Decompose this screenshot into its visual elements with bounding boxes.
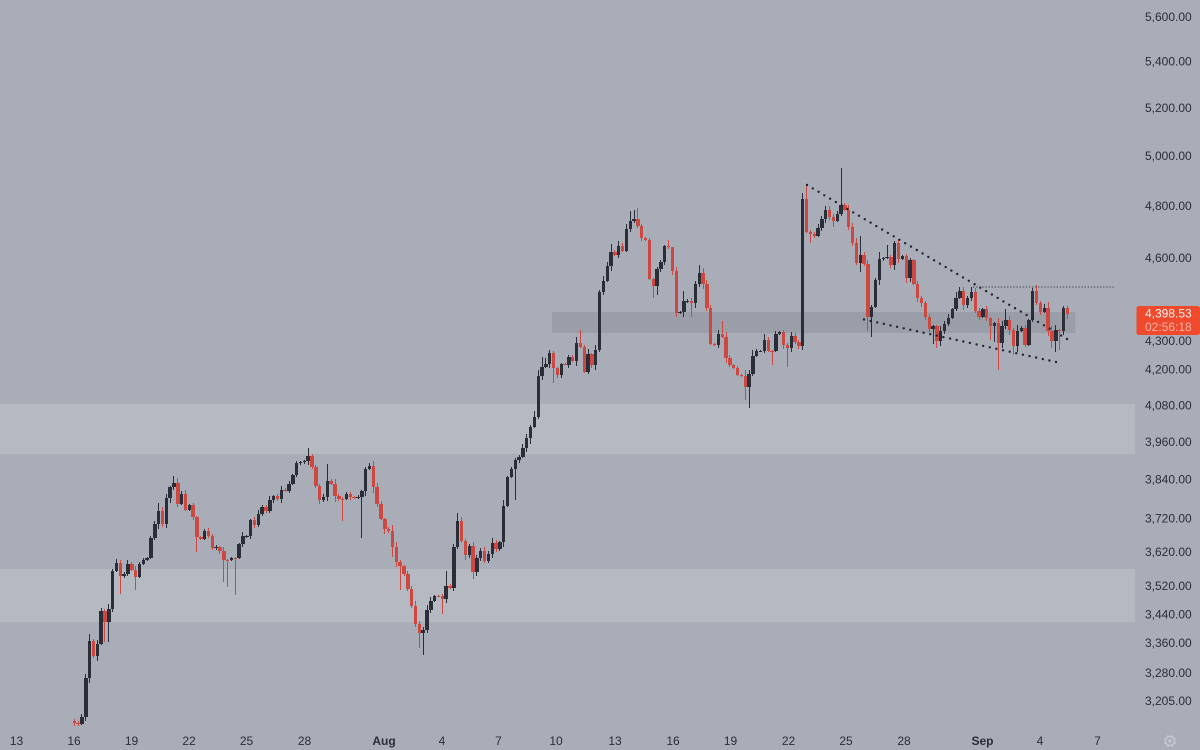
svg-text:5,600.00: 5,600.00	[1145, 10, 1192, 24]
svg-text:7: 7	[495, 734, 502, 748]
svg-text:5,000.00: 5,000.00	[1145, 149, 1192, 163]
svg-text:3,720.00: 3,720.00	[1145, 512, 1192, 526]
svg-text:10: 10	[549, 734, 563, 748]
svg-text:4: 4	[1037, 734, 1044, 748]
svg-text:13: 13	[10, 734, 24, 748]
svg-text:3,280.00: 3,280.00	[1145, 666, 1192, 680]
svg-text:3,520.00: 3,520.00	[1145, 579, 1192, 593]
svg-text:3,205.00: 3,205.00	[1145, 694, 1192, 708]
svg-text:4,398.53: 4,398.53	[1145, 307, 1192, 321]
svg-text:25: 25	[240, 734, 254, 748]
svg-text:4,300.00: 4,300.00	[1145, 334, 1192, 348]
svg-text:7: 7	[1094, 734, 1101, 748]
svg-text:19: 19	[724, 734, 738, 748]
svg-text:19: 19	[125, 734, 139, 748]
svg-text:3,360.00: 3,360.00	[1145, 636, 1192, 650]
svg-text:16: 16	[67, 734, 81, 748]
svg-text:4,800.00: 4,800.00	[1145, 199, 1192, 213]
svg-text:13: 13	[608, 734, 622, 748]
svg-text:28: 28	[298, 734, 312, 748]
svg-text:16: 16	[666, 734, 680, 748]
svg-text:28: 28	[897, 734, 911, 748]
svg-text:4,080.00: 4,080.00	[1145, 398, 1192, 412]
svg-text:4,200.00: 4,200.00	[1145, 363, 1192, 377]
svg-text:02:56:18: 02:56:18	[1145, 320, 1192, 334]
svg-text:25: 25	[839, 734, 853, 748]
svg-text:5,200.00: 5,200.00	[1145, 101, 1192, 115]
svg-text:22: 22	[782, 734, 796, 748]
svg-text:4: 4	[439, 734, 446, 748]
svg-text:3,620.00: 3,620.00	[1145, 545, 1192, 559]
svg-text:Aug: Aug	[372, 734, 395, 748]
svg-text:3,960.00: 3,960.00	[1145, 435, 1192, 449]
svg-text:3,440.00: 3,440.00	[1145, 607, 1192, 621]
svg-text:5,400.00: 5,400.00	[1145, 55, 1192, 69]
svg-text:22: 22	[182, 734, 196, 748]
svg-text:4,600.00: 4,600.00	[1145, 251, 1192, 265]
svg-text:3,840.00: 3,840.00	[1145, 473, 1192, 487]
svg-text:Sep: Sep	[971, 734, 993, 748]
